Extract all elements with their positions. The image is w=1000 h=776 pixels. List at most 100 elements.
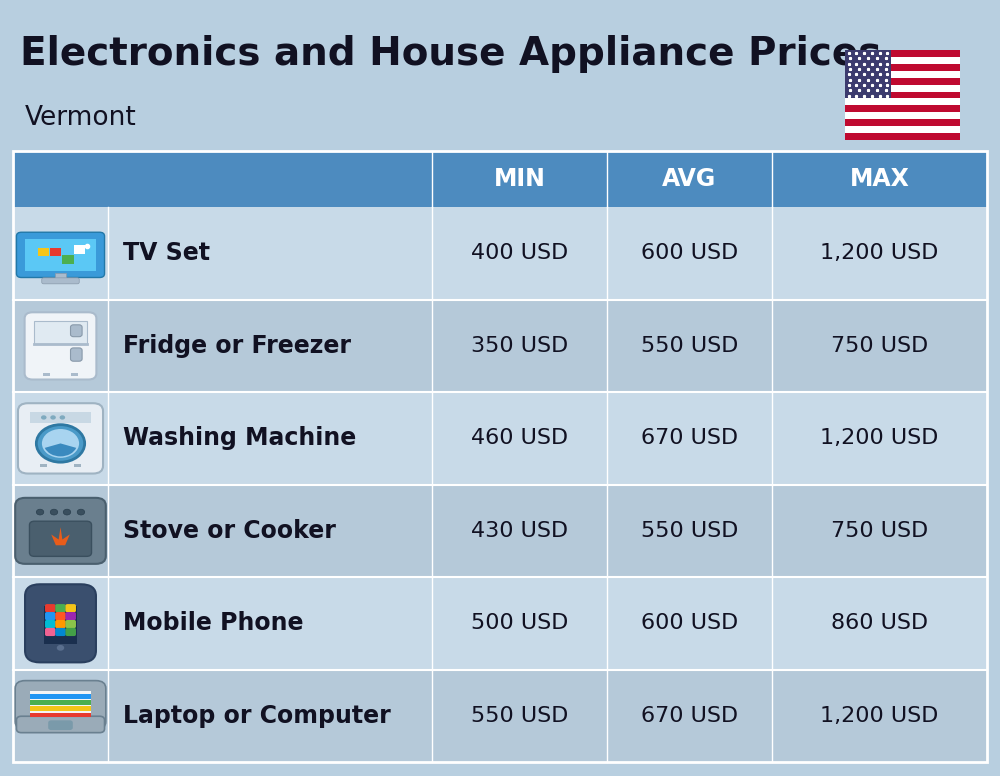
FancyBboxPatch shape [34,321,87,345]
FancyBboxPatch shape [18,404,103,473]
FancyBboxPatch shape [13,207,987,300]
FancyBboxPatch shape [65,604,76,612]
Text: 860 USD: 860 USD [831,613,928,633]
FancyBboxPatch shape [55,273,66,281]
FancyBboxPatch shape [845,57,960,64]
Text: 1,200 USD: 1,200 USD [820,244,939,263]
Circle shape [77,509,85,515]
FancyBboxPatch shape [13,484,987,577]
FancyBboxPatch shape [845,92,960,99]
FancyBboxPatch shape [29,521,92,556]
Text: Stove or Cooker: Stove or Cooker [123,519,336,543]
Circle shape [42,429,79,458]
FancyBboxPatch shape [62,255,74,264]
Circle shape [63,509,71,515]
FancyBboxPatch shape [71,325,82,337]
FancyBboxPatch shape [25,312,96,379]
FancyBboxPatch shape [15,681,106,729]
Text: 750 USD: 750 USD [831,336,928,356]
Text: 550 USD: 550 USD [641,336,738,356]
FancyBboxPatch shape [45,604,56,612]
FancyBboxPatch shape [13,392,987,484]
Text: 550 USD: 550 USD [471,706,568,726]
FancyBboxPatch shape [845,126,960,133]
Text: Mobile Phone: Mobile Phone [123,611,304,636]
Text: 400 USD: 400 USD [471,244,568,263]
Circle shape [50,415,56,420]
FancyBboxPatch shape [25,239,96,271]
FancyBboxPatch shape [45,628,56,636]
FancyBboxPatch shape [845,133,960,140]
FancyBboxPatch shape [74,245,85,255]
FancyBboxPatch shape [13,151,987,207]
FancyBboxPatch shape [845,71,960,78]
FancyBboxPatch shape [845,50,891,99]
FancyBboxPatch shape [13,300,987,392]
FancyBboxPatch shape [55,604,66,612]
FancyBboxPatch shape [42,278,79,284]
FancyBboxPatch shape [43,372,50,376]
Text: Washing Machine: Washing Machine [123,426,356,450]
FancyBboxPatch shape [48,720,73,730]
FancyBboxPatch shape [55,612,66,620]
FancyBboxPatch shape [55,628,66,636]
Text: MAX: MAX [850,168,909,191]
FancyBboxPatch shape [13,577,987,670]
FancyBboxPatch shape [845,50,960,57]
FancyBboxPatch shape [845,119,960,126]
FancyBboxPatch shape [16,716,105,733]
Text: Laptop or Computer: Laptop or Computer [123,704,391,728]
FancyBboxPatch shape [30,691,91,717]
Text: 1,200 USD: 1,200 USD [820,706,939,726]
FancyBboxPatch shape [38,248,49,256]
FancyBboxPatch shape [74,464,81,467]
Text: 350 USD: 350 USD [471,336,568,356]
FancyBboxPatch shape [65,612,76,620]
Circle shape [36,424,85,462]
FancyBboxPatch shape [45,620,56,628]
FancyBboxPatch shape [30,700,91,705]
Wedge shape [45,443,76,456]
FancyBboxPatch shape [30,706,91,711]
Circle shape [60,415,65,420]
Text: 600 USD: 600 USD [641,613,738,633]
Text: Electronics and House Appliance Prices: Electronics and House Appliance Prices [20,35,881,73]
FancyBboxPatch shape [25,584,96,663]
FancyBboxPatch shape [55,620,66,628]
FancyBboxPatch shape [65,620,76,628]
FancyBboxPatch shape [845,78,960,85]
FancyBboxPatch shape [30,712,91,717]
FancyBboxPatch shape [845,85,960,92]
Text: MIN: MIN [494,168,545,191]
Circle shape [57,645,64,651]
Text: TV Set: TV Set [123,241,210,265]
FancyBboxPatch shape [845,64,960,71]
Text: 550 USD: 550 USD [641,521,738,541]
Text: 670 USD: 670 USD [641,706,738,726]
Text: 600 USD: 600 USD [641,244,738,263]
Circle shape [50,509,58,515]
FancyBboxPatch shape [845,113,960,119]
Text: Fridge or Freezer: Fridge or Freezer [123,334,351,358]
FancyBboxPatch shape [30,695,91,699]
FancyBboxPatch shape [13,670,987,762]
FancyBboxPatch shape [45,612,56,620]
Text: 430 USD: 430 USD [471,521,568,541]
FancyBboxPatch shape [845,99,960,106]
Text: 500 USD: 500 USD [471,613,568,633]
Circle shape [41,415,47,420]
Text: AVG: AVG [662,168,717,191]
FancyBboxPatch shape [40,464,47,467]
Text: 670 USD: 670 USD [641,428,738,449]
Polygon shape [51,527,70,546]
FancyBboxPatch shape [50,248,61,256]
Text: 750 USD: 750 USD [831,521,928,541]
Text: Vermont: Vermont [25,105,137,131]
FancyBboxPatch shape [71,372,78,376]
FancyBboxPatch shape [44,606,77,643]
FancyBboxPatch shape [15,498,106,564]
FancyBboxPatch shape [16,232,105,278]
FancyBboxPatch shape [65,628,76,636]
FancyBboxPatch shape [30,412,91,422]
Text: 1,200 USD: 1,200 USD [820,428,939,449]
